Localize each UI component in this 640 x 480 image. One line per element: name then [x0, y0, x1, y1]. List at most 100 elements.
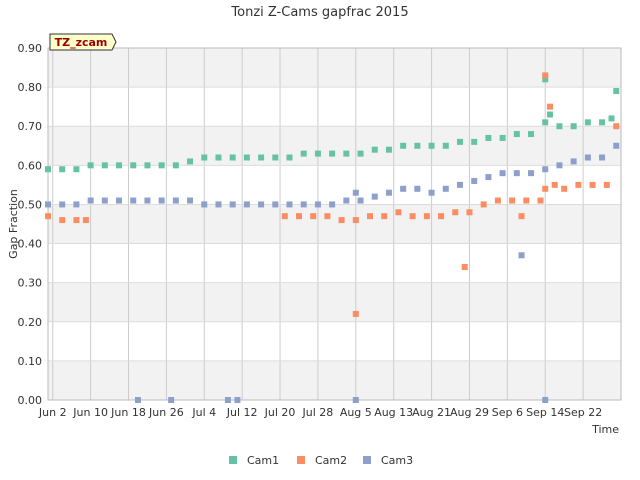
- y-axis-label: Gap Fraction: [7, 189, 20, 259]
- data-point: [428, 142, 435, 149]
- data-point: [73, 201, 80, 208]
- plot-bands: [48, 48, 621, 400]
- data-point: [73, 166, 80, 173]
- data-point: [59, 201, 66, 208]
- data-point: [480, 201, 487, 208]
- data-point: [414, 142, 421, 149]
- y-tick-label: 0.20: [18, 316, 43, 329]
- x-tick-label: Jun 2: [38, 406, 67, 419]
- data-point: [518, 213, 525, 220]
- data-point: [570, 123, 577, 130]
- x-tick-label: Sep 22: [564, 406, 602, 419]
- data-point: [371, 146, 378, 153]
- data-point: [499, 134, 506, 141]
- data-point: [542, 76, 549, 83]
- data-point: [130, 197, 137, 204]
- data-point: [158, 197, 165, 204]
- x-tick-label: Sep 14: [526, 406, 564, 419]
- legend-label: Cam3: [381, 454, 413, 467]
- data-point: [523, 197, 530, 204]
- data-point: [272, 154, 279, 161]
- data-point: [599, 119, 606, 126]
- data-point: [471, 177, 478, 184]
- data-point: [471, 138, 478, 145]
- data-point: [494, 197, 501, 204]
- x-tick-label: Aug 5: [340, 406, 372, 419]
- data-point: [546, 111, 553, 118]
- data-point: [343, 150, 350, 157]
- data-point: [201, 201, 208, 208]
- data-point: [314, 150, 321, 157]
- data-point: [371, 193, 378, 200]
- data-point: [158, 162, 165, 169]
- data-point: [513, 170, 520, 177]
- data-point: [295, 213, 302, 220]
- data-point: [367, 213, 374, 220]
- data-point: [87, 197, 94, 204]
- data-point: [215, 201, 222, 208]
- x-tick-label: Jun 26: [148, 406, 184, 419]
- plot-band: [48, 48, 621, 88]
- data-point: [385, 146, 392, 153]
- x-axis-label: Time: [591, 423, 619, 436]
- data-point: [537, 197, 544, 204]
- data-points: [45, 72, 620, 403]
- data-point: [101, 197, 108, 204]
- data-point: [613, 123, 620, 130]
- legend-label: Cam2: [315, 454, 347, 467]
- y-tick-labels: 0.00 0.10 0.20 0.30 0.40 0.50 0.60 0.70 0.80 0.90: [18, 42, 43, 407]
- x-grid: [52, 48, 584, 400]
- data-point: [561, 185, 568, 192]
- series-cam2: [45, 72, 620, 317]
- data-point: [144, 197, 151, 204]
- data-point: [518, 252, 525, 259]
- data-point: [395, 209, 402, 216]
- plot-band: [48, 126, 621, 166]
- data-point: [570, 158, 577, 165]
- data-point: [423, 213, 430, 220]
- data-point: [542, 166, 549, 173]
- data-point: [168, 397, 175, 403]
- data-point: [575, 181, 582, 188]
- data-point: [466, 209, 473, 216]
- data-point: [584, 119, 591, 126]
- legend-swatch: [297, 456, 305, 464]
- plot-band: [48, 204, 621, 244]
- data-point: [456, 138, 463, 145]
- data-point: [258, 201, 265, 208]
- data-point: [82, 217, 89, 224]
- data-point: [224, 397, 231, 403]
- badge-shape: [49, 33, 117, 51]
- data-point: [442, 142, 449, 149]
- data-point: [172, 197, 179, 204]
- data-point: [509, 197, 516, 204]
- data-point: [187, 158, 194, 165]
- y-tick-label: 0.70: [18, 120, 43, 133]
- y-tick-label: 0.10: [18, 355, 43, 368]
- data-point: [485, 174, 492, 181]
- data-point: [234, 397, 241, 403]
- data-point: [229, 154, 236, 161]
- y-tick-label: 0.00: [18, 394, 43, 407]
- y-tick-label: 0.40: [18, 238, 43, 251]
- data-point: [613, 88, 620, 95]
- data-point: [73, 217, 80, 224]
- data-point: [281, 213, 288, 220]
- data-point: [314, 201, 321, 208]
- data-point: [589, 181, 596, 188]
- series-cam3: [45, 142, 620, 403]
- data-point: [243, 201, 250, 208]
- data-point: [172, 162, 179, 169]
- x-tick-labels: Jun 2 Jun 10 Jun 18 Jun 26 Jul 4 Jul 12 Jul 20…: [38, 406, 602, 419]
- data-point: [556, 162, 563, 169]
- data-point: [452, 209, 459, 216]
- data-point: [357, 150, 364, 157]
- x-tick-label: Jun 10: [72, 406, 108, 419]
- data-point: [45, 201, 51, 208]
- data-point: [542, 72, 549, 79]
- data-point: [300, 201, 307, 208]
- data-point: [442, 185, 449, 192]
- x-tick-label: Aug 29: [450, 406, 489, 419]
- data-point: [352, 189, 359, 196]
- data-point: [343, 197, 350, 204]
